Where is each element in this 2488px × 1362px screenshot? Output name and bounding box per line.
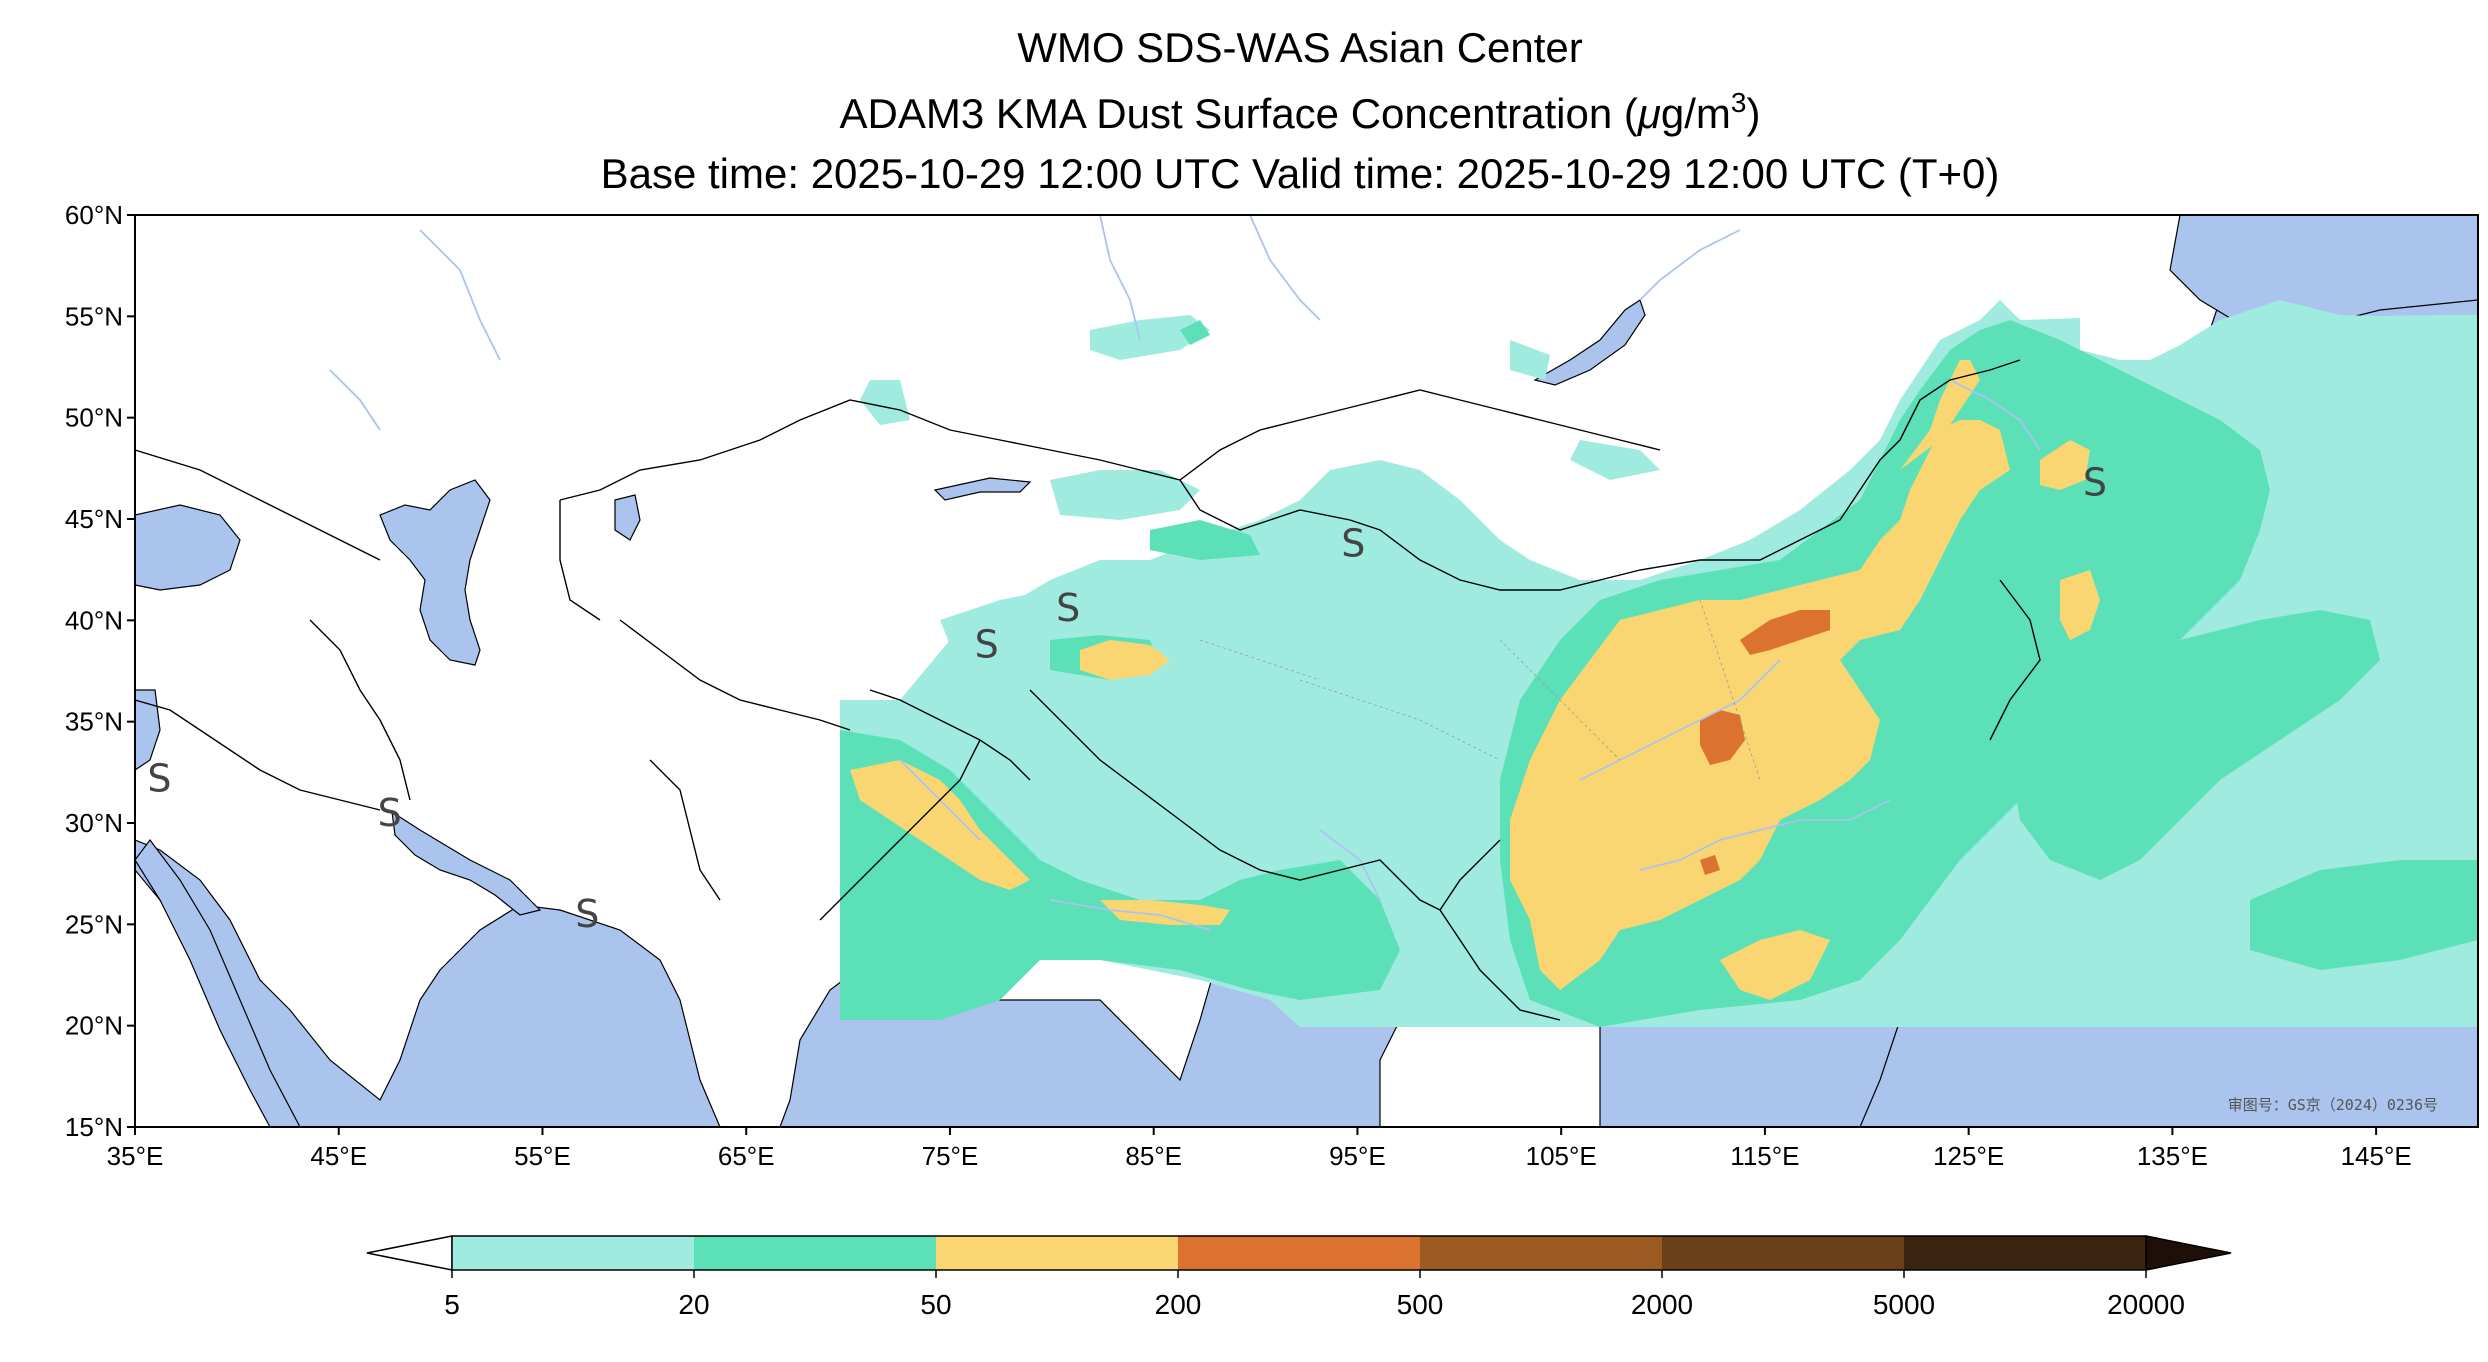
red-sea (135, 839, 301, 1127)
y-tick-label: 20°N (65, 1011, 123, 1041)
y-tick-label: 25°N (65, 909, 123, 939)
colorbar-extend-min (366, 1235, 453, 1271)
dust-level-200-500 (1700, 610, 1830, 875)
colorbar-tick-label: 5000 (1873, 1289, 1935, 1320)
dust-storm-symbol: S (1056, 586, 1080, 630)
dust-storm-symbol: S (575, 892, 599, 936)
dust-level-50-200 (850, 360, 2100, 1000)
y-tick-label: 40°N (65, 605, 123, 635)
colorbar-tick-label: 50 (920, 1289, 951, 1320)
y-tick-label: 55°N (65, 301, 123, 331)
colorbar-segment (1420, 1236, 1663, 1270)
rivers (329, 215, 2041, 931)
colorbar-tick-label: 5 (444, 1289, 460, 1320)
dust-storm-symbol: S (975, 623, 999, 667)
y-tick-label: 50°N (65, 403, 123, 433)
y-tick-label: 30°N (65, 808, 123, 838)
colorbar-tick-label: 200 (1155, 1289, 1202, 1320)
colorbar-segment (1904, 1236, 2147, 1270)
colorbar-frame (451, 1235, 2147, 1271)
dust-storm-symbol: S (378, 791, 402, 835)
colorbar: 5 20 50 200 500 2000 5000 20000 (366, 1235, 2232, 1320)
arabian-sea (135, 839, 1426, 1127)
x-tick-label: 55°E (514, 1141, 571, 1171)
x-tick-label: 125°E (1933, 1141, 2004, 1171)
x-tick-label: 75°E (922, 1141, 979, 1171)
colorbar-segment (1178, 1236, 1421, 1270)
black-sea (135, 504, 241, 591)
x-tick-label: 95°E (1329, 1141, 1386, 1171)
caspian-sea (379, 479, 491, 666)
x-tick-label: 115°E (1730, 1141, 1799, 1171)
x-tick-label: 105°E (1526, 1141, 1597, 1171)
colorbar-segment (452, 1236, 695, 1270)
dust-storm-symbol: S (1341, 521, 1365, 565)
province-boundaries (1199, 599, 1761, 781)
x-tick-label: 85°E (1125, 1141, 1182, 1171)
x-tick-label: 135°E (2137, 1141, 2208, 1171)
lake-balkhash (933, 477, 1032, 501)
x-tick-label: 65°E (718, 1141, 775, 1171)
y-tick-label: 60°N (65, 200, 123, 230)
y-tick-label: 15°N (65, 1112, 123, 1142)
y-axis-ticks: 60°N 55°N 50°N 45°N 40°N 35°N 30°N 25°N 20°N 15°N (65, 200, 135, 1142)
aral-sea (614, 494, 641, 541)
y-tick-label: 45°N (65, 504, 123, 534)
dust-storm-symbol: S (147, 756, 171, 800)
map-frame (134, 214, 2479, 1128)
map-approval-number: 审图号：GS京（2024）0236号 (2228, 1096, 2438, 1114)
country-borders (135, 359, 2041, 1021)
colorbar-segment (694, 1236, 937, 1270)
persian-gulf (391, 810, 542, 916)
lake-baikal (1533, 299, 1646, 386)
dust-storm-symbol: S (2083, 461, 2107, 505)
colorbar-segment (936, 1236, 1179, 1270)
colorbar-tick-label: 2000 (1631, 1289, 1693, 1320)
title-line-3: Base time: 2025-10-29 12:00 UTC Valid ti… (601, 150, 2000, 197)
map-area: 审图号：GS京（2024）0236号 S S S S S S S (135, 215, 2478, 1127)
colorbar-tick-label: 500 (1397, 1289, 1444, 1320)
colorbar-segment (1662, 1236, 1905, 1270)
dust-storm-markers: S S S S S S S (147, 461, 2107, 937)
x-axis-ticks: 35°E 45°E 55°E 65°E 75°E 85°E 95°E 105°E 115°E 12… (107, 1127, 2412, 1171)
x-tick-label: 145°E (2341, 1141, 2412, 1171)
y-tick-label: 35°N (65, 707, 123, 737)
title-line-1: WMO SDS-WAS Asian Center (1017, 24, 1583, 71)
colorbar-extend-max (2145, 1235, 2232, 1271)
colorbar-tick-label: 20000 (2107, 1289, 2185, 1320)
x-tick-label: 35°E (107, 1141, 164, 1171)
dust-concentration-fill (840, 300, 2478, 1027)
x-tick-label: 45°E (310, 1141, 367, 1171)
title-line-2: ADAM3 KMA Dust Surface Concentration (μg… (840, 87, 1761, 137)
colorbar-tick-label: 20 (678, 1289, 709, 1320)
mediterranean-sea (135, 689, 161, 771)
